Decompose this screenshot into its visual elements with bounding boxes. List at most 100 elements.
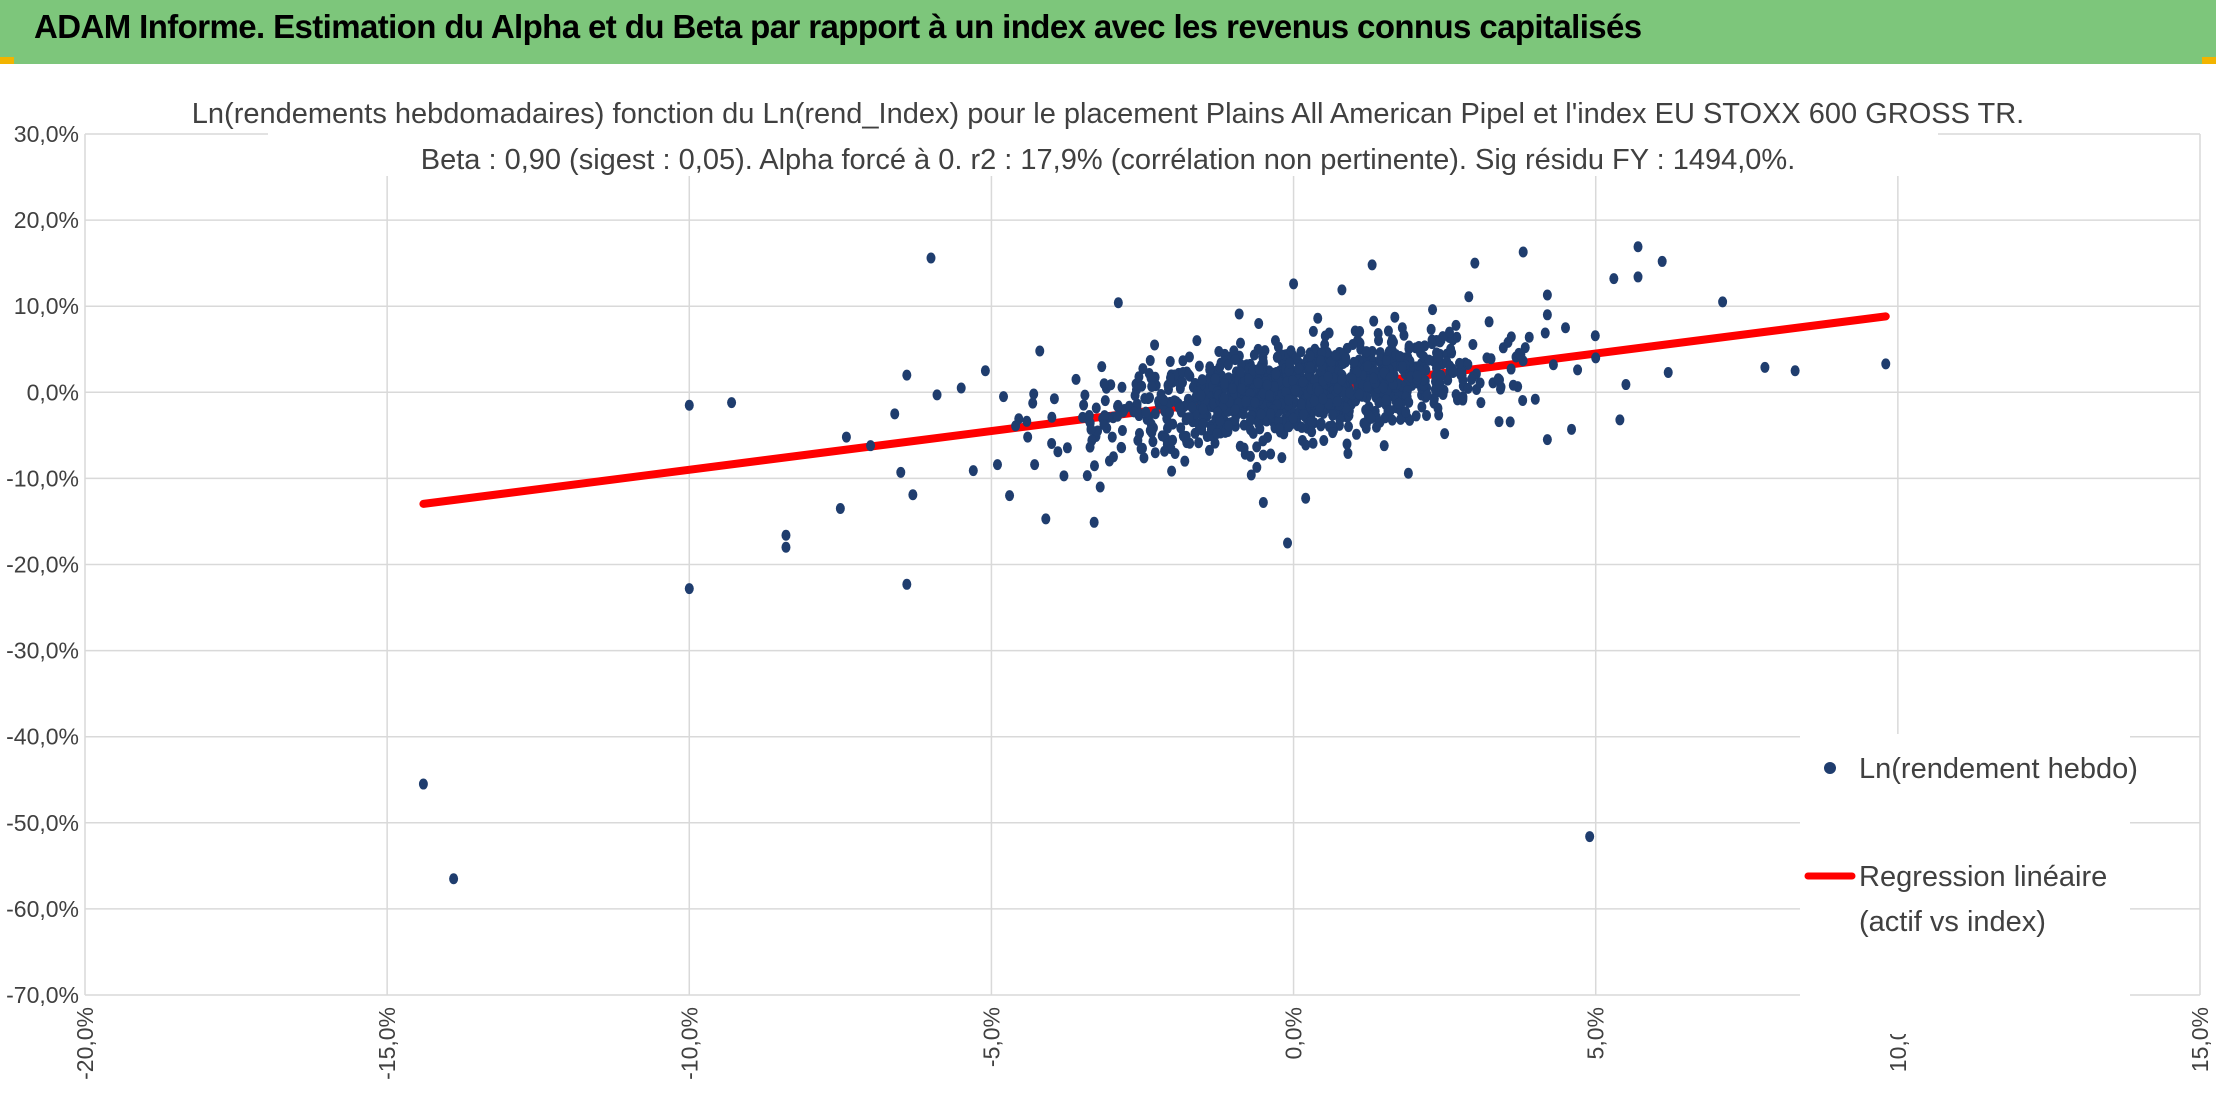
data-point [1385,371,1395,383]
data-point [1417,401,1427,413]
report-title: ADAM Informe. Estimation du Alpha et du … [34,8,1642,45]
data-point [866,440,876,452]
data-point [902,369,912,381]
data-point [896,466,906,478]
data-point [1342,438,1352,450]
data-point [1337,284,1347,296]
data-point [1165,355,1175,367]
data-point [1394,397,1404,409]
data-point [1192,335,1202,347]
y-tick-label: -40,0% [6,724,79,750]
data-point [1170,447,1180,459]
data-point [1258,497,1268,509]
data-point [1458,391,1468,403]
data-point [1184,369,1194,381]
data-point [1117,425,1127,437]
data-point [968,465,978,477]
data-point [1165,407,1175,419]
data-point [1084,409,1094,421]
data-point [1397,361,1407,373]
data-point [1313,312,1323,324]
data-point [1573,364,1583,376]
data-point [1427,338,1437,350]
data-point [1130,389,1140,401]
data-point [1367,259,1377,271]
data-point [1369,372,1379,384]
data-point [1252,441,1262,453]
data-point [1288,374,1298,386]
data-point [1134,407,1144,419]
data-point [1347,373,1357,385]
data-point [1444,326,1454,338]
data-point [1133,434,1143,446]
data-point [1030,459,1040,471]
data-point [1023,431,1033,443]
chart-title-background [268,94,1938,176]
data-point [1215,415,1225,427]
data-point [1181,433,1191,445]
data-point [1272,351,1282,363]
data-point [1145,354,1155,366]
data-point [1148,436,1158,448]
data-point [1089,516,1099,528]
data-point [1354,388,1364,400]
legend-background [1800,734,2130,1034]
x-tick-label: -5,0% [978,1007,1004,1067]
data-point [1399,329,1409,341]
data-point [1405,414,1415,426]
data-point [1591,352,1601,364]
data-point [1113,297,1123,309]
data-point [1210,373,1220,385]
data-point [1436,369,1446,381]
data-point [1503,336,1513,348]
data-point [1324,327,1334,339]
data-point [1609,273,1619,285]
data-point [1229,345,1239,357]
data-point [1299,408,1309,420]
data-point [1285,357,1295,369]
data-point [1184,412,1194,424]
report-header: ADAM Informe. Estimation du Alpha et du … [0,0,2216,67]
data-point [1035,345,1045,357]
data-point [1414,341,1424,353]
data-point [1351,428,1361,440]
data-point [1542,289,1552,301]
data-point [1314,385,1324,397]
data-point [727,397,737,409]
data-point [1390,311,1400,323]
data-point [1212,427,1222,439]
data-point [1116,441,1126,453]
data-point [1187,401,1197,413]
data-point [1113,399,1123,411]
data-point [1383,325,1393,337]
data-point [1308,437,1318,449]
data-point [1401,406,1411,418]
data-point [1438,331,1448,343]
data-point [1524,331,1534,343]
data-point [1463,382,1473,394]
data-point [1150,339,1160,351]
data-point [1435,378,1445,390]
data-point [1234,308,1244,320]
data-point [1262,379,1272,391]
data-point [1246,415,1256,427]
data-point [1248,427,1258,439]
data-point [1518,395,1528,407]
data-point [902,578,912,590]
data-point [1484,316,1494,328]
data-point [1540,327,1550,339]
data-point [1180,455,1190,467]
data-point [1204,444,1214,456]
data-point [1097,361,1107,373]
data-point [1213,406,1223,418]
data-point [1548,359,1558,371]
data-point [1349,356,1359,368]
scatter-chart: 30,0% 20,0% 10,0% 0,0% -10,0% -20,0% -30,0% -40… [0,64,2216,1105]
data-point [1244,373,1254,385]
data-point [1230,404,1240,416]
data-point [1633,271,1643,283]
data-point [1235,337,1245,349]
data-point [1395,350,1405,362]
data-point [1198,418,1208,430]
data-point [1412,370,1422,382]
